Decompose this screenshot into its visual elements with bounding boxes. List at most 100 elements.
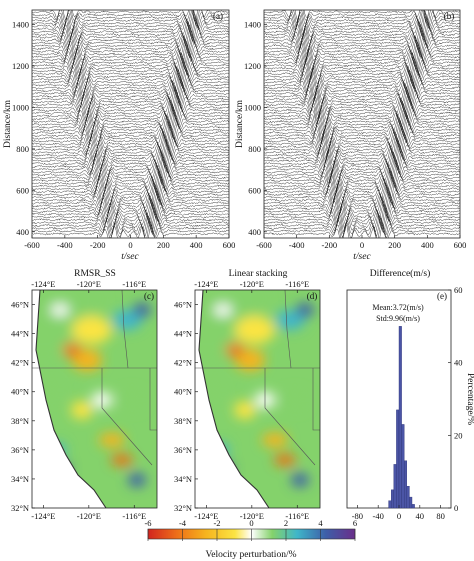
x-tick-label: 200 bbox=[388, 240, 401, 250]
x-tick-label: 200 bbox=[157, 240, 170, 250]
waveform-trace bbox=[264, 33, 460, 53]
waveform-trace bbox=[264, 71, 460, 92]
panel-d-frame bbox=[194, 289, 321, 509]
y-tick-label: 1400 bbox=[244, 20, 261, 30]
waveform-trace bbox=[32, 103, 229, 122]
waveform-trace bbox=[264, 82, 460, 101]
waveform-trace bbox=[264, 47, 460, 67]
panel-c-geography bbox=[32, 290, 157, 508]
histogram-bar bbox=[411, 504, 415, 509]
waveform-trace bbox=[32, 169, 229, 187]
x-tick-label: 40 bbox=[416, 511, 425, 521]
x-tick-label: -200 bbox=[322, 240, 338, 250]
waveform-trace bbox=[32, 184, 229, 204]
y-tick-label: 32°N bbox=[174, 503, 192, 513]
y-tick-label: 1200 bbox=[244, 61, 261, 71]
x-tick-label: 80 bbox=[436, 511, 445, 521]
x-tick-label: -40 bbox=[373, 511, 384, 521]
panel-a: -600 -400 -200 0 200 400 600 400 600 800 1000 1200 1… bbox=[3, 9, 235, 262]
x-tick-label: -80 bbox=[352, 511, 363, 521]
x-tick-label: 0 bbox=[128, 240, 132, 250]
waveform-trace bbox=[32, 174, 229, 192]
waveform-trace bbox=[264, 157, 460, 176]
waveform-trace bbox=[32, 10, 229, 25]
waveform-trace bbox=[264, 187, 460, 206]
velocity-anomaly bbox=[71, 401, 93, 419]
histogram-bar bbox=[401, 424, 405, 509]
waveform-trace bbox=[32, 95, 229, 114]
y-tick-label: 60 bbox=[454, 285, 463, 295]
x-tick-label-bottom: -120°E bbox=[77, 511, 101, 521]
waveform-trace bbox=[264, 179, 460, 199]
coastline bbox=[198, 290, 270, 508]
waveform-trace bbox=[32, 163, 229, 182]
waveform-trace bbox=[32, 85, 229, 104]
y-tick-label: 40 bbox=[454, 358, 463, 368]
y-tick-label: 800 bbox=[248, 144, 261, 154]
panel-b-xlabel: t/sec bbox=[353, 252, 371, 262]
waveform-trace bbox=[264, 68, 460, 89]
waveform-trace bbox=[264, 86, 460, 105]
velocity-anomaly bbox=[72, 349, 102, 371]
velocity-anomaly bbox=[296, 303, 314, 317]
waveform-trace bbox=[32, 207, 229, 227]
histogram-bar bbox=[409, 496, 413, 509]
state-border bbox=[312, 368, 320, 431]
waveform-trace bbox=[32, 119, 229, 137]
x-tick-label-bottom: -124°E bbox=[31, 511, 55, 521]
panel-d: Linear stacking -124°E -124°E -120°E -120°E… bbox=[174, 269, 321, 521]
waveform-trace bbox=[32, 99, 229, 117]
waveform-trace bbox=[32, 144, 229, 162]
velocity-anomaly bbox=[111, 454, 133, 466]
waveform-trace bbox=[264, 123, 460, 143]
velocity-anomaly bbox=[234, 401, 256, 419]
colorbar: -6 -4 -2 0 2 4 6 Velocity perturbation/% bbox=[144, 518, 357, 560]
waveform-trace bbox=[264, 23, 460, 43]
waveform-trace bbox=[32, 79, 229, 98]
velocity-anomaly bbox=[99, 433, 125, 447]
state-border bbox=[264, 368, 316, 466]
panel-e-label: (e) bbox=[437, 291, 447, 301]
waveform-trace bbox=[264, 120, 460, 140]
colorbar-tick-label: -2 bbox=[213, 518, 220, 528]
waveform-trace bbox=[264, 10, 460, 23]
waveform-trace bbox=[264, 150, 460, 170]
y-tick-label: 400 bbox=[248, 227, 261, 237]
colorbar-tick-label: 6 bbox=[353, 518, 357, 528]
waveform-trace bbox=[264, 193, 460, 214]
panel-b: -600 -400 -200 0 200 400 600 400 600 800 1000 1200 1… bbox=[235, 9, 466, 262]
state-border bbox=[101, 368, 153, 466]
waveform-trace bbox=[32, 10, 229, 22]
velocity-anomaly bbox=[214, 304, 232, 316]
waveform-trace bbox=[264, 79, 460, 98]
waveform-trace bbox=[264, 159, 460, 180]
waveform-trace bbox=[264, 215, 460, 235]
waveform-trace bbox=[264, 217, 460, 238]
waveform-trace bbox=[32, 213, 229, 233]
velocity-anomaly bbox=[128, 473, 146, 487]
panel-a-ylabel: Distance/km bbox=[3, 99, 13, 148]
waveform-trace bbox=[264, 197, 460, 217]
waveform-trace bbox=[264, 106, 460, 125]
y-tick-label: 42°N bbox=[11, 358, 29, 368]
waveform-trace bbox=[264, 118, 460, 137]
panel-a-xlabel: t/sec bbox=[121, 252, 139, 262]
y-tick-label: 1000 bbox=[12, 102, 29, 112]
velocity-anomaly bbox=[226, 343, 244, 357]
waveform-trace bbox=[32, 160, 229, 179]
panel-e-std: Std:9.96(m/s) bbox=[376, 314, 420, 323]
panel-e-ylabel: Percentage/% bbox=[465, 373, 474, 425]
waveform-trace bbox=[264, 103, 460, 123]
velocity-anomaly bbox=[283, 390, 307, 410]
waveform-trace bbox=[264, 50, 460, 70]
waveform-trace bbox=[264, 199, 460, 219]
waveform-trace bbox=[32, 139, 229, 158]
waveform-trace bbox=[32, 166, 229, 185]
velocity-anomaly bbox=[235, 349, 265, 371]
waveform-trace bbox=[32, 216, 229, 235]
x-tick-label-bottom: -124°E bbox=[194, 511, 218, 521]
waveform-trace bbox=[264, 211, 460, 230]
histogram-bar bbox=[404, 460, 408, 509]
waveform-trace bbox=[264, 126, 460, 145]
